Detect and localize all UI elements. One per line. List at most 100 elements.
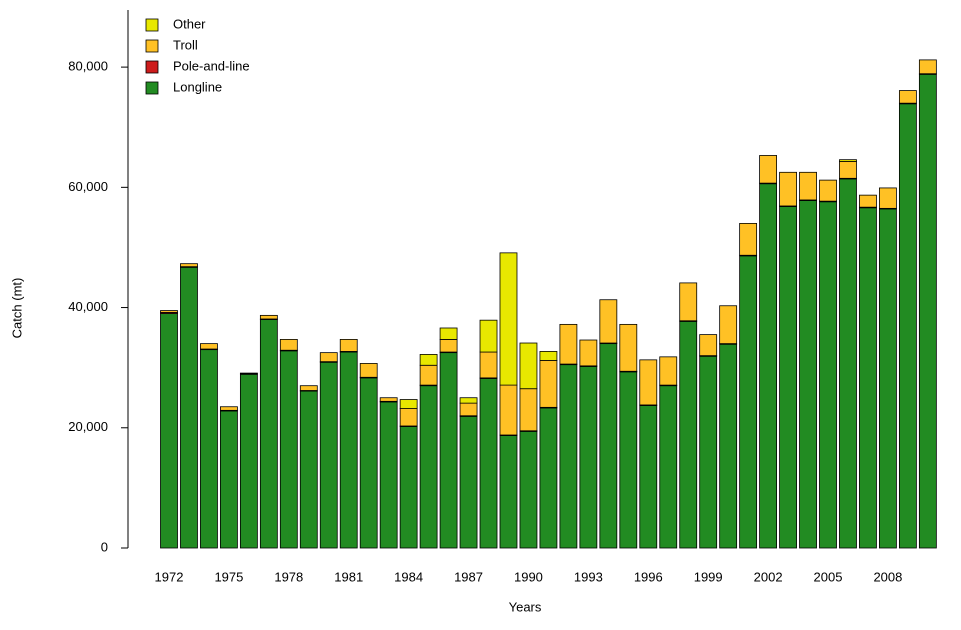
- legend-label: Troll: [173, 37, 198, 52]
- legend-swatch: [145, 18, 159, 32]
- bar-segment: [579, 366, 598, 549]
- x-tick-label: 1981: [334, 569, 363, 584]
- bar-segment: [679, 282, 698, 322]
- bar-segment: [619, 323, 638, 372]
- bar-segment: [279, 350, 298, 549]
- bar-segment: [719, 343, 738, 549]
- legend-label: Longline: [173, 79, 222, 94]
- bar-segment: [779, 171, 797, 207]
- bar-segment: [519, 342, 538, 390]
- bar-segment: [259, 314, 278, 320]
- bar-segment: [419, 385, 438, 549]
- bar-segment: [859, 207, 877, 549]
- bar-segment: [379, 401, 398, 549]
- bar-segment: [359, 377, 378, 549]
- bar-segment: [459, 397, 478, 404]
- bar-segment: [719, 305, 738, 345]
- bar-segment: [898, 90, 917, 104]
- bar-segment: [419, 354, 438, 366]
- bar-segment: [319, 361, 338, 549]
- x-tick-label: 1996: [634, 569, 663, 584]
- legend-swatch: [145, 39, 159, 53]
- bar-segment: [839, 159, 857, 162]
- bar-segment: [200, 349, 218, 549]
- x-tick-label: 1993: [574, 569, 603, 584]
- bar-segment: [639, 405, 658, 549]
- bar-segment: [299, 390, 318, 549]
- y-tick-label: 0: [101, 539, 108, 554]
- bar-segment: [479, 378, 498, 549]
- bar-segment: [799, 200, 817, 549]
- x-tick-label: 2008: [873, 569, 902, 584]
- bar-segment: [759, 183, 777, 549]
- bar-segment: [439, 327, 458, 340]
- bar-segment: [180, 263, 198, 268]
- bar-segment: [918, 73, 937, 549]
- y-tick-label: 20,000: [68, 419, 108, 434]
- bar-segment: [439, 352, 458, 549]
- bar-segment: [399, 408, 418, 427]
- bar-segment: [379, 397, 398, 402]
- bar-segment: [699, 334, 718, 357]
- bar-segment: [839, 178, 857, 549]
- x-tick-label: 1990: [514, 569, 543, 584]
- bar-segment: [279, 339, 298, 351]
- bar-segment: [220, 406, 238, 411]
- bar-segment: [299, 385, 318, 391]
- bar-segment: [559, 323, 578, 365]
- bar-segment: [479, 351, 498, 379]
- bar-segment: [659, 385, 678, 549]
- bar-segment: [819, 179, 837, 202]
- bar-segment: [180, 266, 198, 549]
- bar-segment: [239, 373, 258, 549]
- legend-label: Pole-and-line: [173, 58, 250, 73]
- bar-segment: [339, 339, 358, 352]
- bar-segment: [339, 351, 358, 549]
- bar-segment: [519, 388, 538, 432]
- x-tick-label: 2005: [814, 569, 843, 584]
- bar-segment: [639, 359, 658, 406]
- bar-segment: [419, 364, 438, 386]
- bar-segment: [898, 103, 917, 549]
- bar-segment: [539, 351, 558, 361]
- bar-segment: [839, 161, 857, 179]
- bar-segment: [918, 59, 937, 75]
- bar-segment: [539, 407, 558, 549]
- legend-swatch: [145, 81, 159, 95]
- bar-segment: [879, 187, 897, 209]
- bar-segment: [599, 343, 618, 549]
- bar-segment: [160, 310, 178, 313]
- y-tick-label: 40,000: [68, 299, 108, 314]
- bar-segment: [220, 410, 238, 549]
- bar-segment: [859, 194, 877, 208]
- x-tick-label: 2002: [754, 569, 783, 584]
- bar-segment: [759, 155, 777, 184]
- bar-segment: [439, 339, 458, 353]
- bar-segment: [319, 352, 338, 363]
- bar-segment: [739, 222, 758, 256]
- bar-segment: [559, 364, 578, 549]
- x-tick-label: 1999: [694, 569, 723, 584]
- bar-segment: [819, 201, 837, 549]
- x-tick-label: 1975: [214, 569, 243, 584]
- bar-segment: [779, 206, 797, 549]
- bar-segment: [499, 252, 518, 386]
- bar-segment: [259, 319, 278, 549]
- bar-segment: [239, 372, 258, 375]
- bar-segment: [599, 299, 618, 344]
- y-tick-label: 80,000: [68, 59, 108, 74]
- legend-swatch: [145, 60, 159, 74]
- x-tick-label: 1987: [454, 569, 483, 584]
- bar-segment: [160, 313, 178, 549]
- y-axis-label: Catch (mt): [9, 278, 24, 339]
- bar-segment: [359, 363, 378, 378]
- bar-segment: [519, 430, 538, 549]
- bar-segment: [619, 371, 638, 549]
- bar-segment: [799, 171, 817, 201]
- bar-segment: [479, 319, 498, 353]
- x-tick-label: 1972: [155, 569, 184, 584]
- bar-segment: [399, 399, 418, 409]
- bar-segment: [499, 435, 518, 549]
- bar-segment: [699, 355, 718, 549]
